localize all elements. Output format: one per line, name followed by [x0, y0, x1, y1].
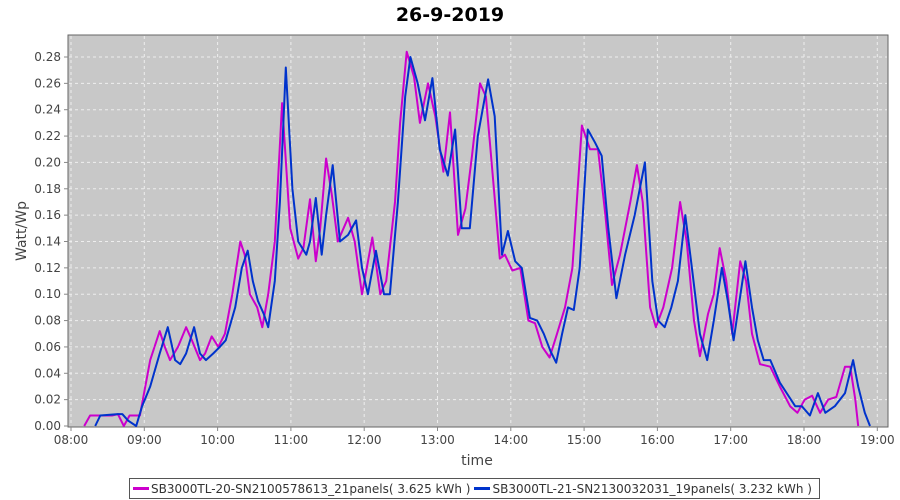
- x-tick-label: 18:00: [787, 433, 822, 447]
- y-tick-label: 0.12: [34, 261, 61, 275]
- y-axis: 0.00 0.02 0.04 0.06 0.08 0.10 0.12 0.14 0.16 0.18…: [34, 50, 68, 433]
- y-tick-label: 0.00: [34, 419, 61, 433]
- x-tick-label: 08:00: [54, 433, 89, 447]
- x-tick-label: 11:00: [274, 433, 309, 447]
- y-tick-label: 0.18: [34, 182, 61, 196]
- y-tick-label: 0.24: [34, 103, 61, 117]
- x-tick-label: 10:00: [200, 433, 235, 447]
- x-tick-label: 14:00: [494, 433, 529, 447]
- series-line-2: [94, 56, 871, 427]
- y-tick-label: 0.08: [34, 314, 61, 328]
- legend-swatch-magenta: [133, 487, 149, 490]
- series-line-1: [83, 50, 860, 427]
- y-tick-label: 0.28: [34, 50, 61, 64]
- y-tick-label: 0.16: [34, 208, 61, 222]
- legend: SB3000TL-20-SN2100578613_21panels( 3.625…: [129, 478, 820, 499]
- y-tick-label: 0.22: [34, 129, 61, 143]
- y-axis-label: Watt/Wp: [14, 201, 30, 261]
- y-tick-label: 0.02: [34, 393, 61, 407]
- y-tick-label: 0.14: [34, 235, 61, 249]
- y-tick-label: 0.20: [34, 155, 61, 169]
- x-axis: 08:00 09:00 10:00 11:00 12:00 13:00 14:00 15:00…: [54, 427, 895, 447]
- legend-label: SB3000TL-20-SN2100578613_21panels( 3.625…: [151, 481, 471, 496]
- x-tick-label: 12:00: [347, 433, 382, 447]
- x-tick-label: 15:00: [567, 433, 602, 447]
- x-tick-label: 13:00: [420, 433, 455, 447]
- x-axis-label: time: [461, 453, 493, 469]
- y-tick-label: 0.10: [34, 287, 61, 301]
- x-tick-label: 17:00: [713, 433, 748, 447]
- series-lines: [83, 50, 871, 427]
- y-tick-label: 0.26: [34, 76, 61, 90]
- legend-item: SB3000TL-20-SN2100578613_21panels( 3.625…: [133, 482, 470, 496]
- legend-swatch-blue: [474, 487, 491, 490]
- legend-item: SB3000TL-21-SN2130032031_19panels( 3.232…: [474, 481, 812, 496]
- chart-title: 26-9-2019: [396, 4, 504, 26]
- y-tick-label: 0.04: [34, 366, 61, 380]
- legend-label: SB3000TL-21-SN2130032031_19panels( 3.232…: [492, 481, 812, 496]
- x-tick-label: 09:00: [127, 433, 162, 447]
- x-tick-label: 16:00: [640, 433, 675, 447]
- x-tick-label: 19:00: [860, 433, 895, 447]
- y-tick-label: 0.06: [34, 340, 61, 354]
